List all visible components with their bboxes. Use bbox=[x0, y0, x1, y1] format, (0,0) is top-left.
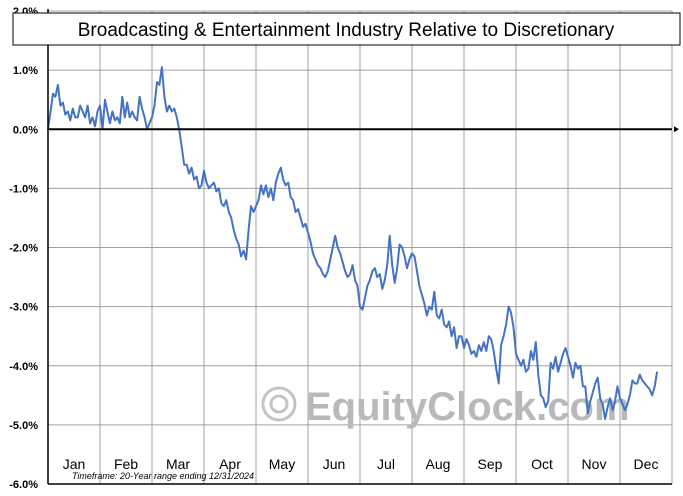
zero-line-arrow-icon bbox=[674, 126, 679, 133]
chart-title-box: Broadcasting & Entertainment Industry Re… bbox=[12, 12, 681, 46]
y-tick-labels: 2.0%1.0%0.0%-1.0%-2.0%-3.0%-4.0%-5.0%-6.… bbox=[9, 6, 38, 491]
y-tick-label: -3.0% bbox=[9, 302, 38, 314]
month-labels: Jan Feb Mar Apr May Jun Jul Aug Sep Oct Nov Dec bbox=[63, 456, 659, 472]
footnote: Timeframe: 20-Year range ending 12/31/20… bbox=[72, 471, 254, 481]
month-label: Sep bbox=[478, 456, 503, 472]
y-tick-label: 0.0% bbox=[13, 124, 38, 136]
month-label: Aug bbox=[426, 456, 451, 472]
y-tick-label: -4.0% bbox=[9, 361, 38, 373]
axes bbox=[47, 9, 679, 485]
month-label: Feb bbox=[114, 456, 138, 472]
y-tick-label: -5.0% bbox=[9, 420, 38, 432]
series-layer bbox=[47, 66, 659, 420]
month-label: May bbox=[269, 456, 295, 472]
y-tick-label: -1.0% bbox=[9, 183, 38, 195]
watermark-text: EquityClock.com bbox=[305, 385, 630, 429]
y-tick-label: 1.0% bbox=[13, 65, 38, 77]
watermark-logo-icon bbox=[261, 386, 297, 422]
y-tick-label: -2.0% bbox=[9, 243, 38, 255]
watermark: EquityClock.com bbox=[261, 385, 630, 429]
month-label: Mar bbox=[166, 456, 190, 472]
month-label: Apr bbox=[219, 456, 241, 472]
y-tick-label: -6.0% bbox=[9, 479, 38, 491]
month-label: Jul bbox=[377, 456, 395, 472]
month-label: Jun bbox=[323, 456, 346, 472]
chart-title: Broadcasting & Entertainment Industry Re… bbox=[78, 20, 615, 41]
series-line bbox=[47, 66, 659, 420]
month-label: Nov bbox=[582, 456, 607, 472]
gridlines bbox=[47, 10, 673, 485]
month-label: Jan bbox=[63, 456, 86, 472]
month-label: Oct bbox=[531, 456, 553, 472]
month-label: Dec bbox=[634, 456, 659, 472]
